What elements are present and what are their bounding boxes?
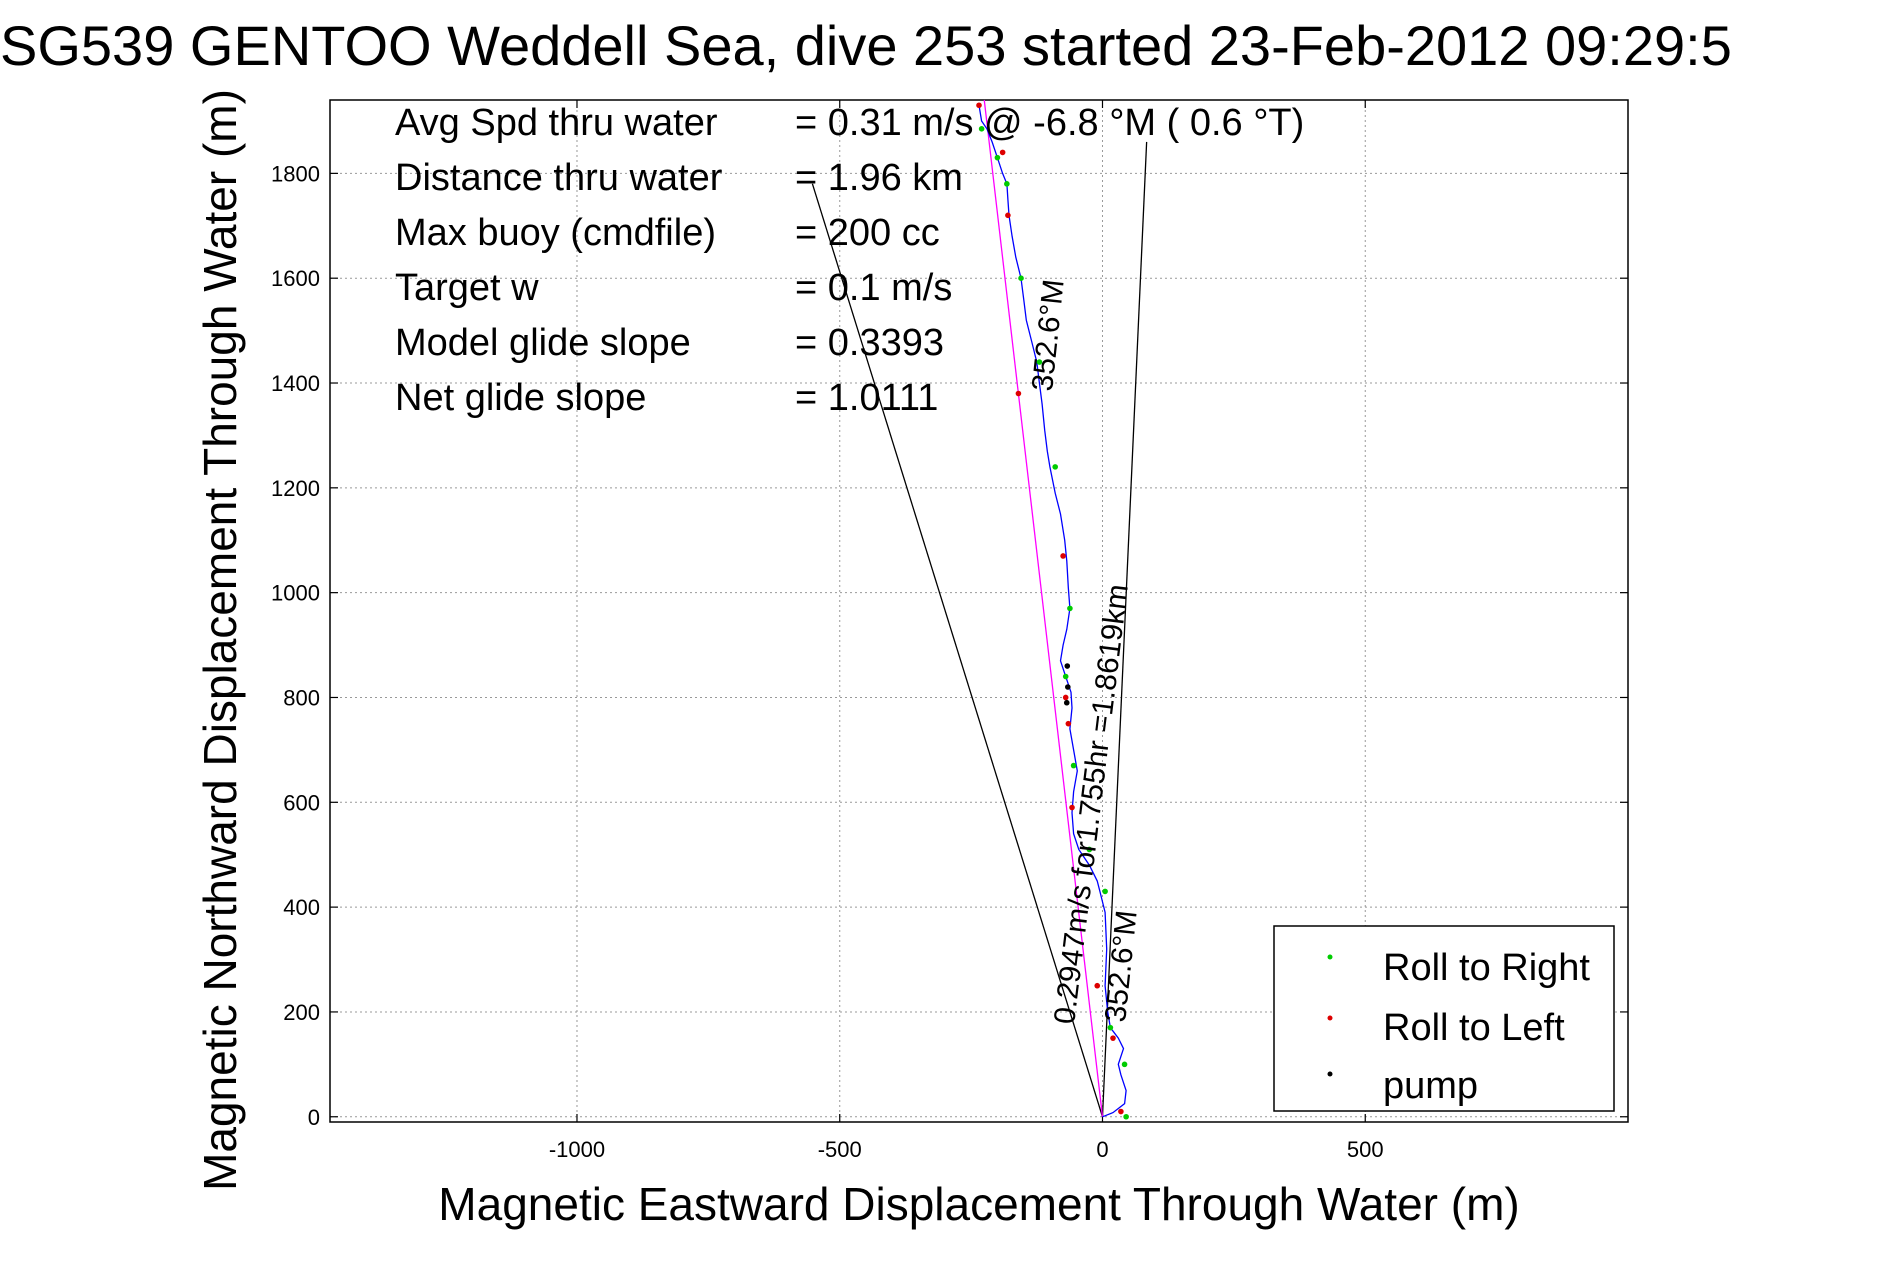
info-value: = 1.96 km: [795, 157, 963, 199]
info-label: Net glide slope: [395, 377, 646, 419]
info-value: = 200 cc: [795, 212, 940, 254]
x-tick-label: 500: [1347, 1137, 1384, 1162]
y-tick-label: 1200: [271, 476, 320, 501]
roll-right-point: [1062, 673, 1069, 680]
roll-left-point: [1015, 390, 1022, 397]
heading-track-line: [983, 99, 1104, 1117]
legend: Roll to Right Roll to Left pump: [1273, 925, 1615, 1112]
info-label: Distance thru water: [395, 157, 723, 199]
heading-annotation-upper: 352.6°M: [1026, 278, 1071, 393]
roll-left-point: [1005, 212, 1011, 219]
y-tick-label: 0: [308, 1105, 320, 1130]
info-label: Max buoy (cmdfile): [395, 212, 716, 254]
chart-title: SG539 GENTOO Weddell Sea, dive 253 start…: [0, 14, 1732, 77]
net-displacement-line: [811, 183, 1104, 1117]
info-label: Model glide slope: [395, 322, 691, 364]
pump-point: [1064, 663, 1071, 669]
roll-left-point: [1060, 553, 1066, 559]
y-tick-label: 1800: [271, 161, 320, 186]
x-axis-label: Magnetic Eastward Displacement Through W…: [438, 1178, 1519, 1230]
legend-label-roll-left: Roll to Left: [1383, 1007, 1565, 1049]
roll-right-point: [1107, 1024, 1114, 1031]
reference-lines: [811, 99, 1148, 1117]
axes-frame: [329, 99, 1629, 1123]
dive-info-block: Avg Spd thru water = 0.31 m/s @ -6.8 °M (…: [395, 102, 1304, 419]
heading-line: [1101, 141, 1148, 1117]
roll-right-point: [1067, 605, 1073, 612]
y-tick-label: 800: [283, 685, 320, 710]
x-tick-label: -1000: [549, 1137, 605, 1162]
info-label: Target w: [395, 267, 539, 309]
roll-left-point: [1065, 720, 1072, 727]
x-tick-label: 0: [1096, 1137, 1108, 1162]
roll-left-point: [1069, 804, 1075, 811]
y-tick-label: 1600: [271, 266, 320, 291]
roll-left-point: [1062, 694, 1069, 701]
roll-left-point: [1094, 982, 1101, 989]
roll-right-point: [1102, 888, 1108, 895]
legend-marker-pump: [1327, 1071, 1333, 1077]
marker-layer: [976, 102, 1129, 1120]
info-value: = 1.0111: [795, 377, 938, 419]
roll-right-point: [1070, 762, 1077, 769]
roll-right-point: [978, 126, 985, 132]
pump-point: [1065, 684, 1071, 690]
roll-right-point: [1121, 1061, 1128, 1068]
roll-right-point: [1086, 846, 1093, 853]
info-value: = 0.31 m/s @ -6.8 °M ( 0.6 °T): [795, 102, 1304, 144]
y-tick-label: 1000: [271, 581, 320, 606]
info-label: Avg Spd thru water: [395, 102, 718, 144]
legend-marker-roll-left: [1327, 1015, 1333, 1021]
y-tick-label: 200: [283, 1000, 320, 1025]
roll-left-point: [999, 149, 1006, 156]
roll-right-point: [1123, 1113, 1129, 1120]
y-axis-label: Magnetic Northward Displacement Through …: [194, 89, 246, 1191]
roll-left-point: [1110, 1035, 1116, 1041]
axis-ticks: -1000 -500 0 500 0 200 400 600 800 1000 1200 1400 16…: [271, 100, 1628, 1162]
y-tick-label: 400: [283, 895, 320, 920]
pump-point: [1063, 699, 1070, 706]
roll-right-point: [1004, 181, 1010, 187]
roll-left-point: [1118, 1108, 1124, 1115]
roll-right-point: [1018, 275, 1024, 281]
info-value: = 0.3393: [795, 322, 944, 364]
info-value: = 0.1 m/s: [795, 267, 952, 309]
legend-label-roll-right: Roll to Right: [1383, 947, 1590, 989]
y-tick-label: 600: [283, 790, 320, 815]
track-layer: [978, 105, 1127, 1118]
roll-right-point: [1036, 359, 1043, 365]
roll-right-point: [994, 154, 1001, 161]
legend-marker-roll-right: [1327, 954, 1333, 960]
legend-label-pump: pump: [1383, 1065, 1478, 1107]
glider-track-line: [978, 105, 1127, 1118]
x-tick-label: -500: [818, 1137, 862, 1162]
roll-right-point: [1052, 464, 1058, 470]
roll-left-point: [976, 102, 982, 109]
y-tick-label: 1400: [271, 371, 320, 396]
